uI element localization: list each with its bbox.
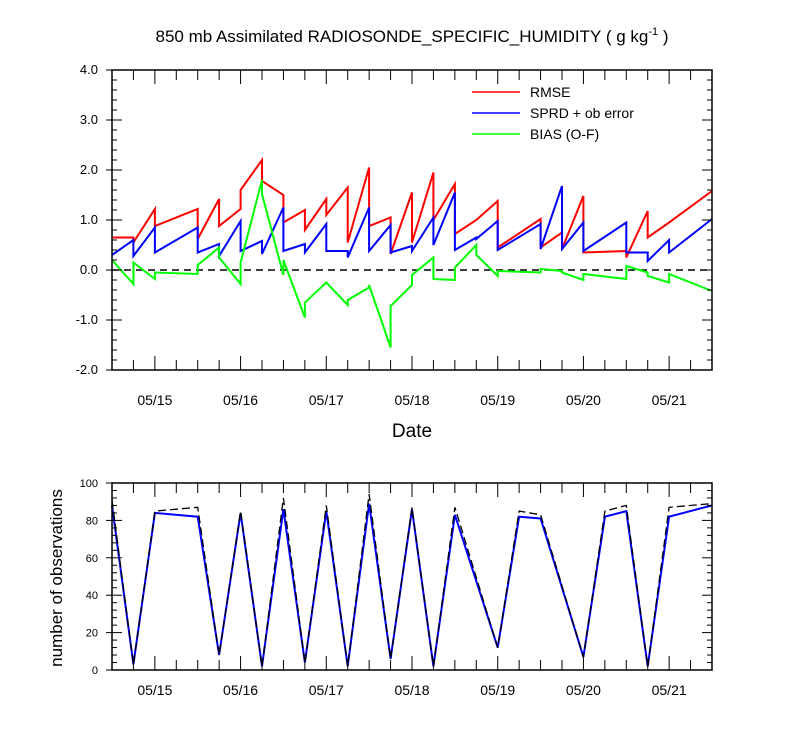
- y-tick-label: 0: [92, 665, 98, 677]
- x-tick-label: 05/20: [566, 392, 601, 408]
- y-tick-label: 80: [86, 515, 98, 527]
- x-tick-label: 05/18: [394, 682, 429, 698]
- y-tick-label: -1.0: [76, 312, 98, 327]
- bottom-plot-frame: [111, 482, 713, 671]
- x-tick-label: 05/16: [223, 392, 258, 408]
- y-tick-label: 4.0: [80, 62, 98, 77]
- top-chart: 850 mb Assimilated RADIOSONDE_SPECIFIC_H…: [76, 26, 713, 442]
- series-line-rmse: [112, 156, 713, 258]
- y-tick-label: 3.0: [80, 112, 98, 127]
- y-tick-label: 2.0: [80, 162, 98, 177]
- x-tick-label: 05/21: [652, 682, 687, 698]
- y-tick-label: 0.0: [80, 262, 98, 277]
- x-tick-label: 05/17: [309, 392, 344, 408]
- series-line-bias-o-f: [111, 179, 713, 348]
- x-tick-label: 05/15: [137, 392, 172, 408]
- x-tick-label: 05/18: [394, 392, 429, 408]
- y-tick-label: 60: [86, 553, 98, 565]
- x-tick-label: 05/19: [480, 682, 515, 698]
- legend-label: RMSE: [530, 84, 570, 100]
- legend: RMSE SPRD + ob error BIAS (O-F): [472, 84, 634, 142]
- bottom-chart: 0 20 40 60 80 100 05/15 05/16 05/17 05/18 05/19 05/…: [47, 478, 713, 698]
- bottom-axes: 0 20 40 60 80 100 05/15 05/16 05/17 05/18 05/19 05/…: [80, 478, 713, 698]
- y-tick-label: 40: [86, 590, 98, 602]
- x-tick-label: 05/21: [652, 392, 687, 408]
- y-tick-label: -2.0: [76, 362, 98, 377]
- y-tick-label: 100: [80, 478, 98, 490]
- legend-label: SPRD + ob error: [530, 105, 634, 121]
- bottom-series-group: [111, 494, 713, 667]
- series-line-possible-observations: [111, 494, 713, 667]
- series-line-assimilated-observations: [111, 503, 713, 667]
- x-tick-label: 05/20: [566, 682, 601, 698]
- y-tick-label: 20: [86, 628, 98, 640]
- top-plot-frame: [111, 69, 713, 371]
- x-tick-label: 05/19: [480, 392, 515, 408]
- x-tick-label: 05/17: [309, 682, 344, 698]
- y-axis-label: number of observations: [47, 489, 66, 667]
- chart-title: 850 mb Assimilated RADIOSONDE_SPECIFIC_H…: [155, 26, 668, 46]
- legend-label: BIAS (O-F): [530, 126, 599, 142]
- x-tick-label: 05/15: [137, 682, 172, 698]
- top-series-group: [111, 156, 713, 348]
- top-axes: -2.0 -1.0 0.0 1.0 2.0 3.0 4.0 05/15 05/16 05/17 05…: [76, 62, 713, 408]
- y-tick-label: 1.0: [80, 212, 98, 227]
- x-axis-label: Date: [392, 421, 432, 442]
- x-tick-label: 05/16: [223, 682, 258, 698]
